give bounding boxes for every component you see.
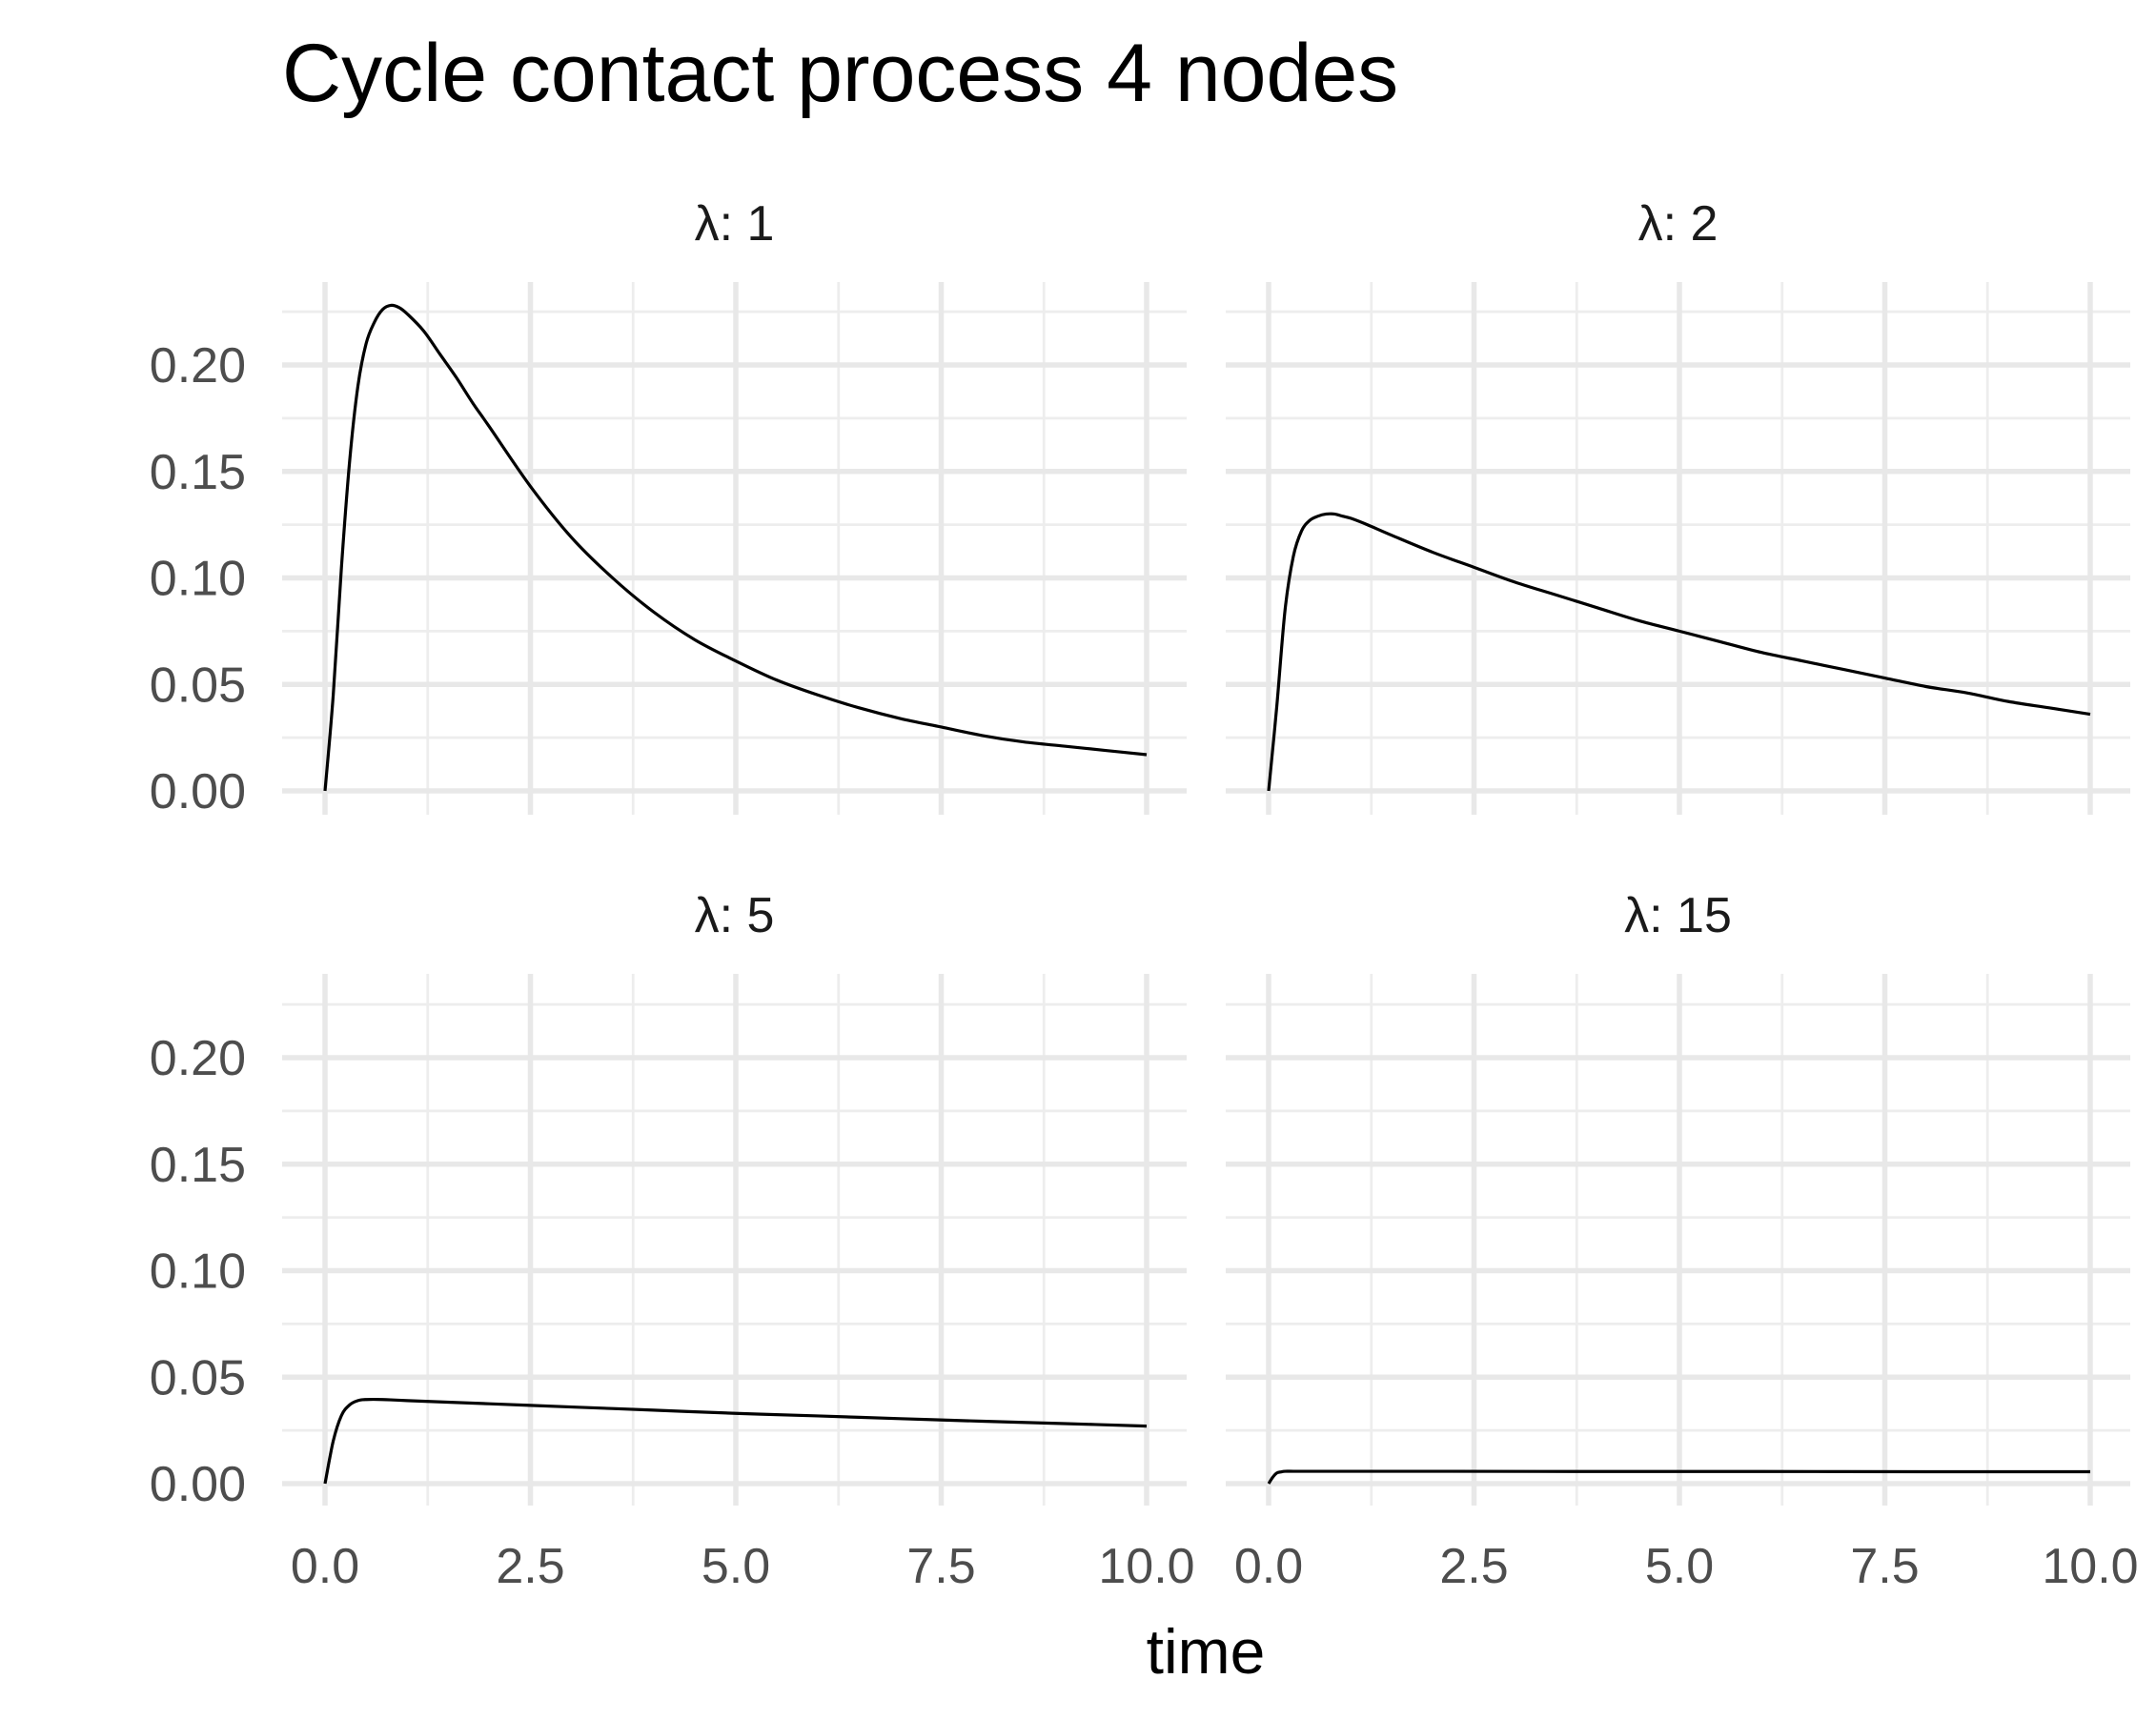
facet-strip-label: λ: 1 [695,196,775,252]
facet-strip-label: λ: 5 [695,888,775,943]
facet-panel: λ: 1 0.00 0.05 0.10 0.15 0.20 [150,196,1187,819]
y-tick-label: 0.00 [150,1457,246,1512]
x-tick-label: 7.5 [906,1539,975,1594]
x-tick-label: 2.5 [496,1539,564,1594]
facet-panel: λ: 2 [1226,196,2130,815]
y-tick-label: 0.05 [150,1350,246,1406]
y-tick-label: 0.15 [150,1138,246,1193]
x-axis-label: time [1147,1616,1266,1687]
facet-panel: λ: 15 0.0 2.5 5.0 7.5 10.0 [1226,888,2139,1594]
series-line [1267,512,2091,792]
y-tick-label: 0.05 [150,657,246,713]
y-tick-label: 0.10 [150,552,246,607]
x-tick-label: 10.0 [2042,1539,2138,1594]
x-tick-label: 10.0 [1098,1539,1194,1594]
x-tick-label: 7.5 [1850,1539,1919,1594]
y-tick-label: 0.15 [150,445,246,500]
x-tick-label: 5.0 [702,1539,770,1594]
facet-strip-label: λ: 15 [1624,888,1732,943]
facet-panel: λ: 5 0.00 0.05 0.10 0.15 0.20 0.0 2.5 5.0 7.5 10.0 [150,888,1195,1594]
x-tick-label: 2.5 [1439,1539,1508,1594]
chart-title: Cycle contact process 4 nodes [282,28,1398,119]
x-tick-label: 5.0 [1645,1539,1714,1594]
y-tick-label: 0.00 [150,764,246,819]
y-tick-label: 0.10 [150,1244,246,1300]
y-tick-label: 0.20 [150,338,246,394]
y-tick-label: 0.20 [150,1031,246,1086]
series-line [323,303,1148,792]
series-line [323,1397,1148,1485]
facet-strip-label: λ: 2 [1638,196,1719,252]
x-tick-label: 0.0 [1234,1539,1303,1594]
series-line [1267,1469,2091,1485]
x-tick-label: 0.0 [291,1539,359,1594]
